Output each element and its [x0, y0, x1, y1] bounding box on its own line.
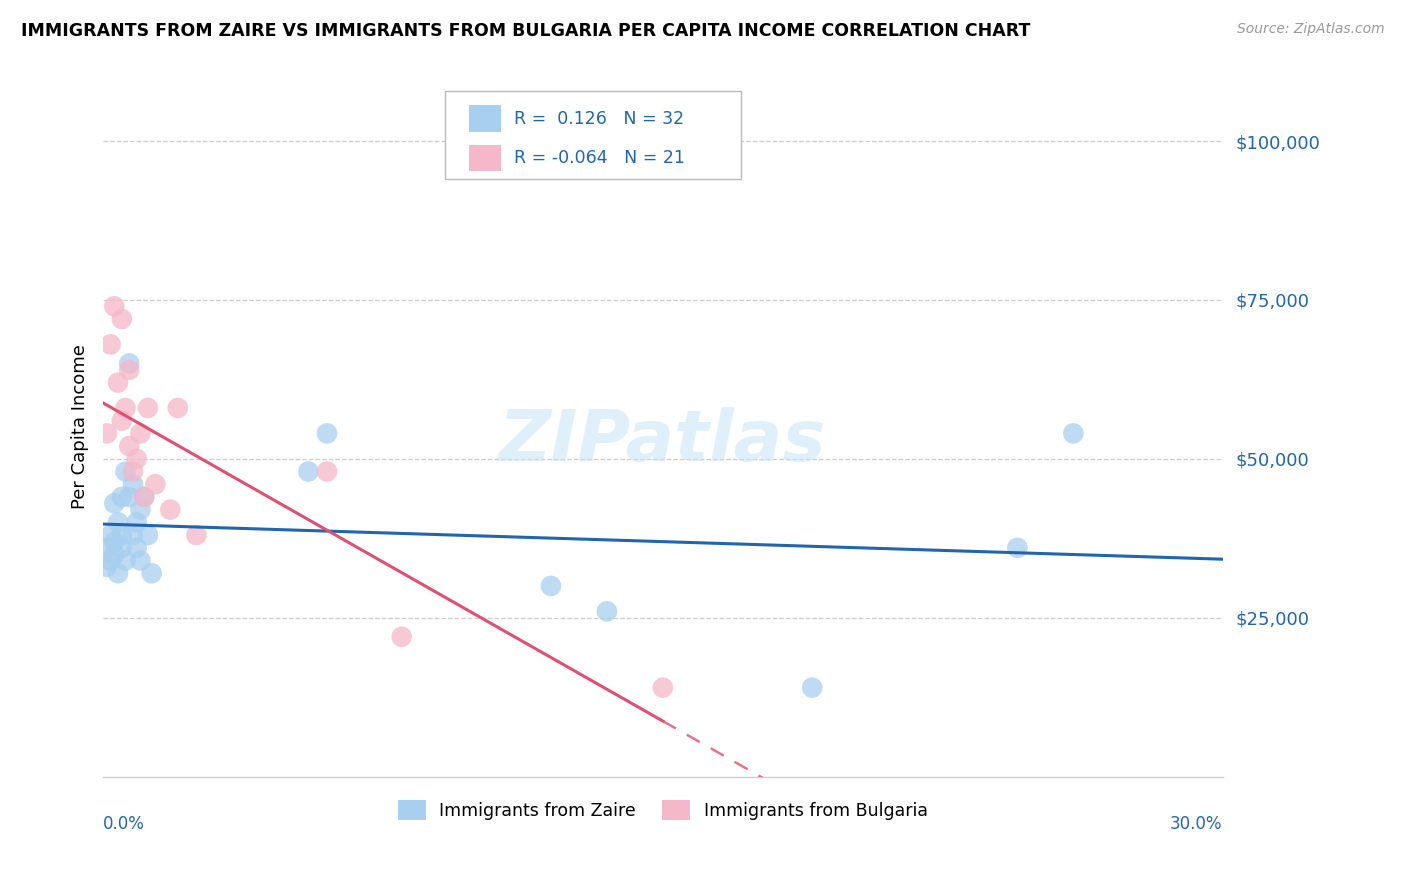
Y-axis label: Per Capita Income: Per Capita Income	[72, 344, 89, 509]
Point	[111, 541, 134, 555]
Point	[111, 528, 134, 542]
Point	[125, 451, 148, 466]
Point	[540, 579, 562, 593]
Point	[100, 553, 122, 567]
Point	[801, 681, 824, 695]
Point	[125, 516, 148, 530]
Point	[596, 604, 619, 618]
Point	[129, 426, 152, 441]
Point	[129, 553, 152, 567]
FancyBboxPatch shape	[444, 91, 741, 178]
Text: Source: ZipAtlas.com: Source: ZipAtlas.com	[1237, 22, 1385, 37]
Point	[107, 516, 129, 530]
Point	[134, 490, 156, 504]
Point	[145, 477, 167, 491]
Text: R =  0.126   N = 32: R = 0.126 N = 32	[515, 110, 685, 128]
Point	[103, 299, 125, 313]
Point	[118, 490, 141, 504]
Point	[651, 681, 673, 695]
Point	[159, 502, 181, 516]
Point	[100, 337, 122, 351]
Point	[114, 553, 136, 567]
Point	[141, 566, 163, 581]
Point	[107, 566, 129, 581]
Point	[118, 439, 141, 453]
Bar	[470, 145, 501, 171]
Point	[122, 477, 145, 491]
Point	[114, 465, 136, 479]
Point	[1062, 426, 1084, 441]
Text: R = -0.064   N = 21: R = -0.064 N = 21	[515, 149, 685, 167]
Point	[103, 496, 125, 510]
Point	[96, 541, 118, 555]
Point	[316, 426, 339, 441]
Text: 0.0%: 0.0%	[103, 815, 145, 833]
Point	[103, 534, 125, 549]
Point	[111, 312, 134, 326]
Point	[96, 560, 118, 574]
Point	[103, 547, 125, 561]
Point	[111, 414, 134, 428]
Point	[118, 356, 141, 370]
Point	[118, 363, 141, 377]
Point	[1007, 541, 1029, 555]
Text: ZIPatlas: ZIPatlas	[499, 407, 827, 475]
Point	[107, 376, 129, 390]
Point	[134, 490, 156, 504]
Point	[136, 528, 159, 542]
Point	[166, 401, 188, 415]
Point	[122, 528, 145, 542]
Point	[129, 502, 152, 516]
Point	[391, 630, 413, 644]
Point	[114, 401, 136, 415]
Text: 30.0%: 30.0%	[1170, 815, 1223, 833]
Legend: Immigrants from Zaire, Immigrants from Bulgaria: Immigrants from Zaire, Immigrants from B…	[391, 793, 935, 828]
Bar	[470, 105, 501, 132]
Point	[100, 528, 122, 542]
Point	[297, 465, 319, 479]
Point	[136, 401, 159, 415]
Point	[186, 528, 208, 542]
Text: IMMIGRANTS FROM ZAIRE VS IMMIGRANTS FROM BULGARIA PER CAPITA INCOME CORRELATION : IMMIGRANTS FROM ZAIRE VS IMMIGRANTS FROM…	[21, 22, 1031, 40]
Point	[96, 426, 118, 441]
Point	[111, 490, 134, 504]
Point	[125, 541, 148, 555]
Point	[122, 465, 145, 479]
Point	[316, 465, 339, 479]
